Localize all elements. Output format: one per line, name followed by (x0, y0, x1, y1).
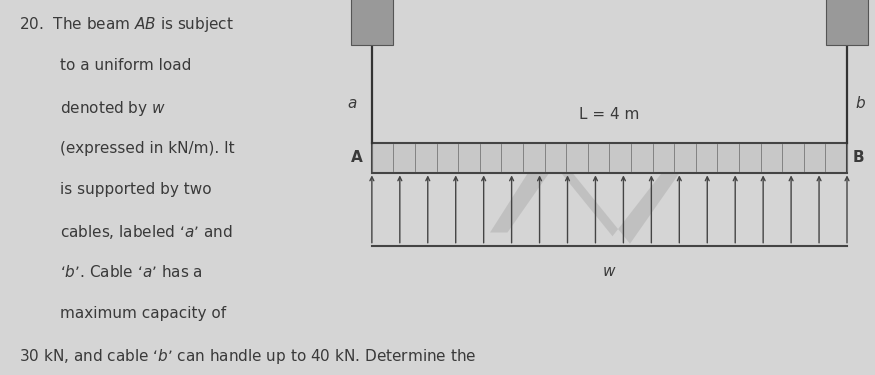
Text: maximum capacity of: maximum capacity of (60, 306, 226, 321)
Text: to a uniform load: to a uniform load (60, 58, 191, 73)
Text: 20.  The beam $AB$ is subject: 20. The beam $AB$ is subject (19, 15, 235, 34)
Text: A: A (352, 150, 363, 165)
Text: L = 4 m: L = 4 m (579, 107, 639, 122)
Text: a: a (347, 96, 357, 111)
Text: 30 kN, and cable ‘$b$’ can handle up to 40 kN. Determine the: 30 kN, and cable ‘$b$’ can handle up to … (19, 347, 477, 366)
Bar (351, 0, 393, 45)
Text: w: w (603, 264, 615, 279)
Text: cables, labeled ‘$a$’ and: cables, labeled ‘$a$’ and (60, 223, 232, 241)
Text: B: B (853, 150, 864, 165)
Bar (372, 142, 847, 172)
Bar (826, 0, 868, 45)
Text: b: b (856, 96, 865, 111)
Polygon shape (490, 150, 682, 244)
Text: denoted by $w$: denoted by $w$ (60, 99, 165, 118)
Text: (expressed in kN/m). It: (expressed in kN/m). It (60, 141, 234, 156)
Text: ‘$b$’. Cable ‘$a$’ has a: ‘$b$’. Cable ‘$a$’ has a (60, 264, 202, 280)
Text: is supported by two: is supported by two (60, 182, 211, 197)
